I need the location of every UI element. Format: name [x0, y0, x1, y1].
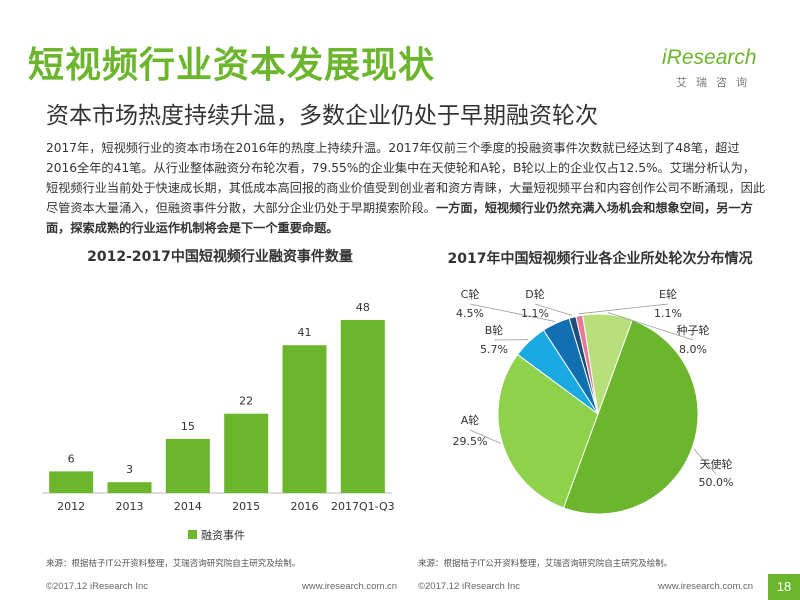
- pie-slice: [562, 319, 699, 515]
- bar-value-label: 3: [126, 463, 133, 476]
- pie-slice-label: A轮: [461, 413, 480, 427]
- source-note-left: 来源：根据桔子IT公开资料整理，艾瑞咨询研究院自主研究及绘制。: [46, 559, 301, 569]
- logo-subtext: 艾瑞咨询: [676, 76, 756, 89]
- pie-leader-line: [534, 303, 573, 316]
- pie-slice: [497, 353, 599, 509]
- pie-slice-value: 8.0%: [679, 343, 707, 356]
- footer-url-left[interactable]: www.iresearch.com.cn: [302, 581, 398, 592]
- pie-slice-label: 种子轮: [677, 323, 710, 337]
- pie-slice-value: 1.1%: [654, 307, 682, 320]
- page-number: 18: [768, 574, 800, 600]
- pie-slice-value: 5.7%: [480, 343, 508, 356]
- pie-slice-label: D轮: [525, 287, 544, 301]
- pie-leader-line: [607, 312, 694, 341]
- description-paragraph: 2017年，短视频行业的资本市场在2016年的热度上持续升温。2017年仅前三个…: [46, 138, 766, 238]
- bar: [165, 438, 210, 493]
- legend-label: 融资事件: [201, 529, 245, 542]
- logo-text: iResearch: [662, 46, 757, 69]
- footer-copyright-right: ©2017.12 iResearch Inc: [418, 581, 521, 592]
- bar-chart-title: 2012-2017中国短视频行业融资事件数量: [87, 249, 353, 265]
- x-tick-label: 2012: [57, 500, 85, 513]
- pie-slice: [575, 314, 599, 415]
- pie-slice: [568, 315, 599, 415]
- bar: [282, 345, 327, 493]
- pie-leader-line: [578, 303, 669, 315]
- pie-slice-label: E轮: [659, 287, 677, 301]
- source-note-right: 来源：根据桔子IT公开资料整理，艾瑞咨询研究院自主研究及绘制。: [418, 559, 673, 569]
- x-tick-label: 2015: [232, 500, 260, 513]
- pie-slice-value: 29.5%: [453, 435, 488, 448]
- pie-chart-title: 2017年中国短视频行业各企业所处轮次分布情况: [447, 251, 753, 267]
- pie-leader-line: [469, 429, 501, 444]
- legend-swatch: [188, 530, 197, 539]
- pie-leader-line: [469, 303, 556, 322]
- bar: [340, 320, 385, 493]
- pie-slice-value: 4.5%: [456, 307, 484, 320]
- pie-slice-label: 天使轮: [700, 457, 733, 471]
- pie-slice-value: 1.1%: [521, 307, 549, 320]
- paragraph-text: 2017年，短视频行业的资本市场在2016年的热度上持续升温。2017年仅前三个…: [46, 141, 766, 215]
- x-tick-label: 2016: [291, 500, 319, 513]
- paragraph-bold-text: 一方面，短视频行业仍然充满入场机会和想象空间，另一方面，探索成熟的行业运作机制将…: [46, 201, 753, 235]
- x-tick-label: 2014: [174, 500, 202, 513]
- pie-slice-label: B轮: [485, 323, 504, 337]
- pie-slice: [582, 313, 633, 415]
- pie-slice-value: 50.0%: [699, 476, 734, 489]
- footer-copyright-left: ©2017.12 iResearch Inc: [46, 581, 149, 592]
- bar-value-label: 48: [356, 301, 370, 314]
- x-tick-label: 2017Q1-Q3: [331, 500, 395, 513]
- pie-slice-label: C轮: [461, 287, 480, 301]
- bar-value-label: 22: [239, 395, 253, 408]
- pie-slice: [516, 329, 599, 415]
- page-title: 短视频行业资本发展现状: [28, 45, 436, 86]
- x-tick-label: 2013: [116, 500, 144, 513]
- bar: [49, 471, 94, 493]
- bar-value-label: 41: [298, 326, 312, 339]
- bar: [224, 413, 269, 493]
- bar-value-label: 15: [181, 420, 195, 433]
- bar: [107, 482, 152, 493]
- page-subtitle: 资本市场热度持续升温，多数企业仍处于早期融资轮次: [46, 103, 598, 129]
- footer-url-right[interactable]: www.iresearch.com.cn: [658, 581, 754, 592]
- pie-leader-line: [693, 448, 717, 475]
- bar-value-label: 6: [68, 452, 75, 465]
- pie-slice: [542, 317, 599, 415]
